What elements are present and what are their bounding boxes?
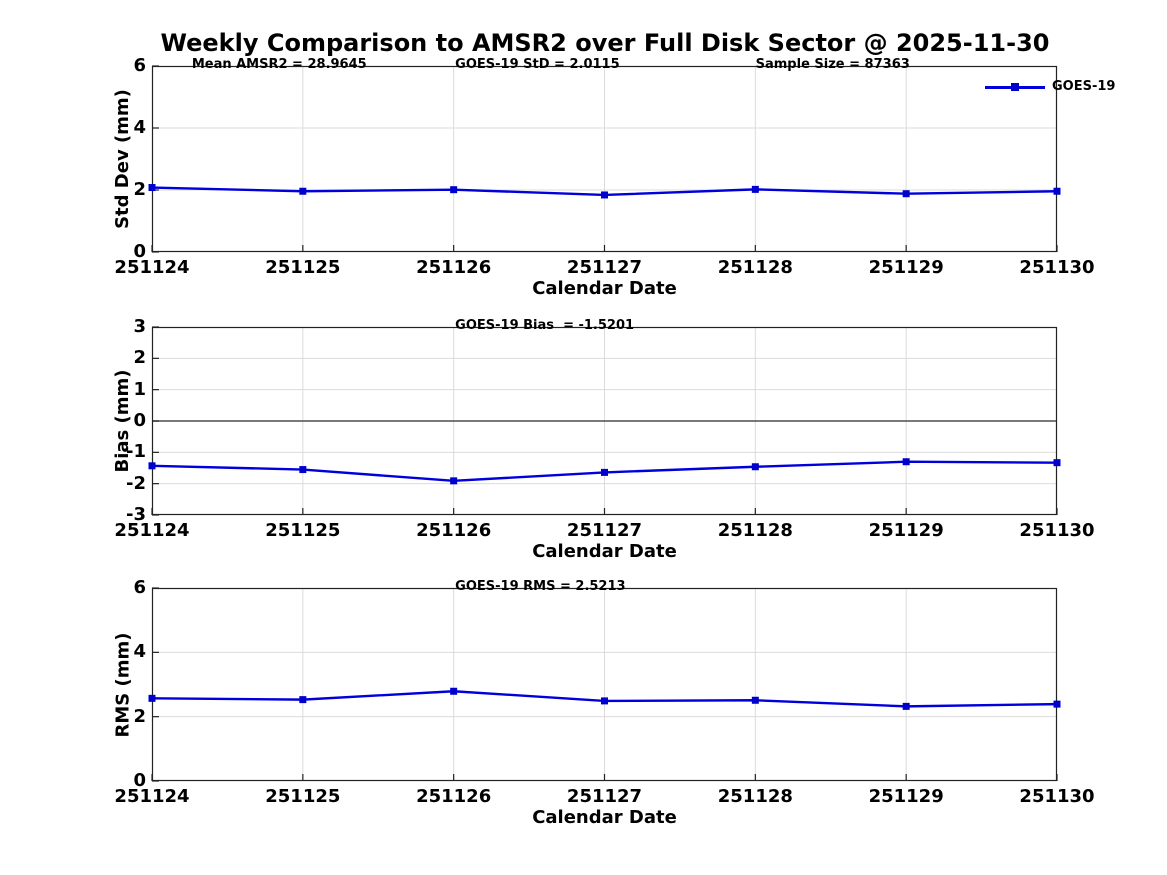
data-marker <box>601 191 608 199</box>
data-marker <box>902 190 910 198</box>
std-dev-plot <box>148 65 1061 253</box>
y-tick-label: 0 <box>133 241 146 262</box>
y-tick-label: -1 <box>126 441 146 463</box>
x-tick-label: 251129 <box>868 786 944 807</box>
axes-box <box>151 587 1058 782</box>
y-tick-label: 0 <box>133 410 146 431</box>
y-tick-label: 6 <box>133 577 146 598</box>
x-tick-label: 251124 <box>114 520 190 541</box>
std-dev-annotation-2: Sample Size = 87363 <box>755 57 910 72</box>
x-tick-label: 251127 <box>566 520 643 541</box>
std-dev-x-axis-label: Calendar Date <box>532 278 677 299</box>
x-tick-label: 251126 <box>416 257 492 278</box>
y-tick-label: 4 <box>133 641 146 663</box>
data-marker <box>1053 700 1061 708</box>
data-marker <box>299 466 307 474</box>
data-marker <box>148 694 156 702</box>
x-tick-label: 251130 <box>1019 786 1095 807</box>
x-tick-label: 251129 <box>868 257 944 278</box>
bias-annotation-0: GOES-19 Bias = -1.5201 <box>455 318 635 333</box>
x-tick-label: 251124 <box>114 786 190 807</box>
y-tick-label: -3 <box>126 504 146 525</box>
legend-label: GOES-19 <box>1052 79 1116 94</box>
x-tick-label: 251125 <box>265 786 341 807</box>
rms-y-axis-label: RMS (mm) <box>112 632 133 737</box>
legend-marker <box>1011 83 1019 91</box>
bias-y-axis-label: Bias (mm) <box>112 369 133 473</box>
y-tick-label: 6 <box>133 55 146 76</box>
x-tick-label: 251126 <box>416 520 492 541</box>
data-marker <box>299 187 307 195</box>
x-tick-label: 251128 <box>717 257 793 278</box>
y-tick-label: 2 <box>133 179 146 200</box>
data-marker <box>1053 459 1061 467</box>
std-dev-annotation-0: Mean AMSR2 = 28.9645 <box>191 57 367 72</box>
y-tick-label: 3 <box>133 316 146 337</box>
data-marker <box>148 184 156 192</box>
y-tick-label: 2 <box>133 705 146 727</box>
x-tick-label: 251130 <box>1019 520 1095 541</box>
std-dev-y-axis-label: Std Dev (mm) <box>112 89 133 229</box>
data-marker <box>601 468 608 476</box>
x-tick-label: 251124 <box>114 257 190 278</box>
std-dev-annotation-1: GOES-19 StD = 2.0115 <box>455 57 620 72</box>
data-marker <box>902 702 910 710</box>
data-marker <box>299 696 307 704</box>
x-tick-label: 251130 <box>1019 257 1095 278</box>
y-tick-label: 1 <box>133 378 146 400</box>
y-tick-label: 0 <box>133 770 146 791</box>
axes-box <box>151 65 1058 253</box>
data-marker <box>450 687 458 695</box>
x-tick-label: 251128 <box>717 786 793 807</box>
x-tick-label: 251128 <box>717 520 793 541</box>
x-tick-label: 251125 <box>265 257 341 278</box>
data-marker <box>1053 187 1061 195</box>
y-tick-label: -2 <box>126 472 146 494</box>
data-marker <box>751 185 759 193</box>
x-tick-label: 251126 <box>416 786 492 807</box>
chart-title: Weekly Comparison to AMSR2 over Full Dis… <box>160 29 1050 57</box>
data-marker <box>751 463 759 471</box>
x-tick-label: 251127 <box>566 786 643 807</box>
x-tick-label: 251127 <box>566 257 643 278</box>
y-tick-label: 2 <box>133 347 146 369</box>
bias-x-axis-label: Calendar Date <box>532 541 677 562</box>
x-tick-label: 251129 <box>868 520 944 541</box>
rms-x-axis-label: Calendar Date <box>532 807 677 828</box>
data-marker <box>148 462 156 470</box>
y-tick-label: 4 <box>133 117 146 138</box>
data-marker <box>450 477 458 485</box>
rms-annotation-0: GOES-19 RMS = 2.5213 <box>455 579 626 594</box>
data-marker <box>601 697 608 705</box>
data-marker <box>450 186 458 194</box>
axes-box <box>151 326 1058 516</box>
bias-plot <box>148 326 1061 516</box>
x-tick-label: 251125 <box>265 520 341 541</box>
data-marker <box>902 458 910 466</box>
rms-plot <box>148 587 1061 782</box>
data-marker <box>751 696 759 704</box>
